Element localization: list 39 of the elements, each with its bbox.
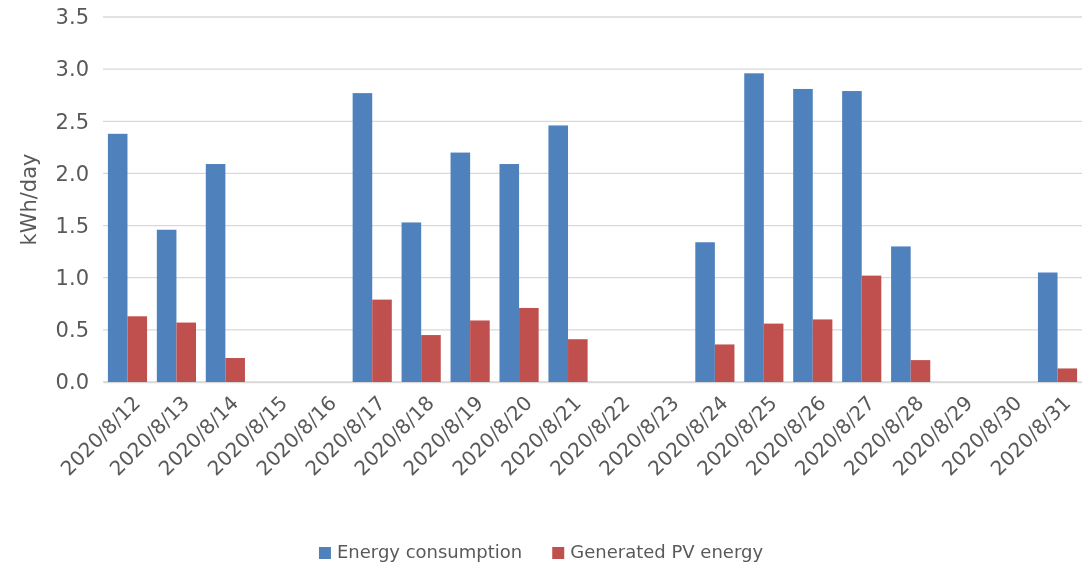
bar [548, 125, 569, 382]
bar [1057, 368, 1078, 382]
bar [127, 316, 148, 382]
y-axis-title: kWh/day [17, 153, 41, 246]
y-tick-label: 0.5 [55, 318, 89, 343]
bar [714, 344, 735, 382]
bar [352, 93, 373, 382]
bar [205, 164, 226, 382]
bar [372, 299, 392, 382]
bar [450, 152, 471, 382]
bar [910, 360, 931, 382]
bar [568, 339, 588, 382]
bar [1037, 272, 1058, 382]
bar [793, 88, 813, 382]
bar [421, 335, 441, 382]
y-tick-label: 2.5 [55, 109, 89, 134]
bar [695, 242, 715, 382]
bar [470, 320, 490, 382]
y-tick-label: 3.0 [55, 57, 89, 82]
y-tick-label: 2.0 [55, 161, 89, 186]
bar [107, 133, 128, 382]
bar [519, 307, 539, 382]
bar [176, 322, 197, 382]
legend-label: Generated PV energy [570, 541, 764, 562]
bar [225, 358, 245, 382]
y-tick-label: 1.0 [55, 265, 89, 290]
y-tick-label: 1.5 [55, 213, 89, 238]
bar [763, 323, 784, 382]
y-tick-label: 3.5 [55, 5, 89, 30]
bar [861, 275, 882, 382]
bar [401, 222, 422, 382]
bar [891, 246, 911, 382]
bar [842, 91, 862, 382]
y-tick-label: 0.0 [55, 370, 89, 395]
bar [499, 164, 520, 382]
bar [156, 229, 177, 382]
bar [744, 73, 764, 382]
legend-label: Energy consumption [336, 541, 523, 562]
bar [812, 319, 833, 382]
